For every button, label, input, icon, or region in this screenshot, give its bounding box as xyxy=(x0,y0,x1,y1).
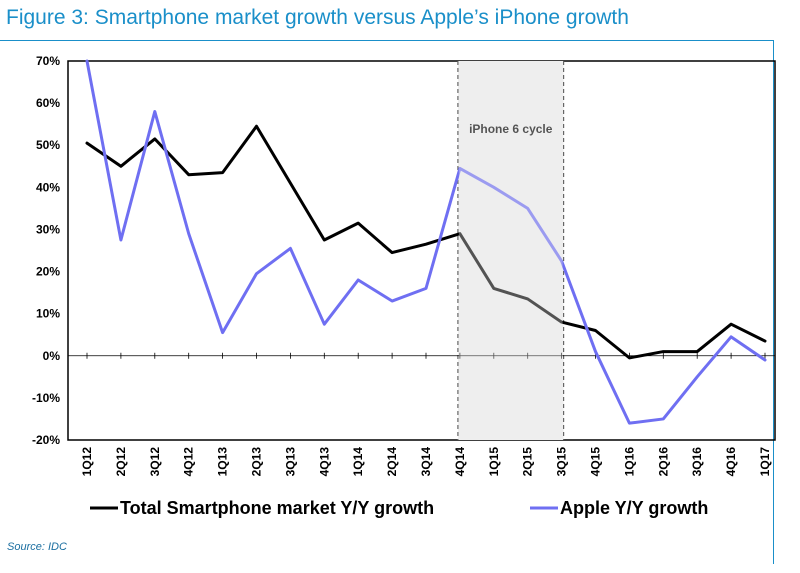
y-tick-label: 30% xyxy=(36,222,60,236)
plot-area xyxy=(67,60,776,441)
x-tick-label: 4Q15 xyxy=(589,447,603,477)
y-tick-label: 20% xyxy=(36,265,60,279)
legend: Total Smartphone market Y/Y growth Apple … xyxy=(90,498,708,518)
x-tick-label: 1Q14 xyxy=(351,447,365,477)
y-tick-label: 0% xyxy=(43,349,61,363)
legend-label-apple: Apple Y/Y growth xyxy=(560,498,708,518)
shaded-region-label: iPhone 6 cycle xyxy=(469,122,553,136)
x-tick-label: 3Q12 xyxy=(148,447,162,477)
y-tick-label: -20% xyxy=(32,433,60,447)
y-tick-label: 70% xyxy=(36,54,60,68)
series-line-total-market xyxy=(85,124,767,360)
x-tick-label: 3Q13 xyxy=(283,447,297,477)
x-tick-label: 1Q13 xyxy=(216,447,230,477)
x-tick-label: 4Q12 xyxy=(182,447,196,477)
x-tick-label: 2Q15 xyxy=(521,447,535,477)
x-tick-label: 4Q13 xyxy=(317,447,331,477)
x-tick-label: 1Q16 xyxy=(622,447,636,477)
x-tick-label: 1Q15 xyxy=(487,447,501,477)
title-rule xyxy=(0,40,774,41)
shaded-region xyxy=(457,61,564,440)
x-tick-label: 1Q17 xyxy=(758,447,772,477)
x-tick-label: 3Q15 xyxy=(555,447,569,477)
overlay-layer xyxy=(458,62,563,439)
frame-right-rule xyxy=(773,40,774,564)
axis-layer: -20% -10% 0% 10% 20% 30% 40% 50% 60% 70% 1Q12 2Q12 3… xyxy=(32,54,775,476)
y-tick-label: -10% xyxy=(32,391,60,405)
y-tick-label: 40% xyxy=(36,180,60,194)
x-tick-label: 3Q14 xyxy=(419,447,433,477)
y-tick-label: 10% xyxy=(36,307,60,321)
x-tick-label: 4Q14 xyxy=(453,447,467,477)
x-tick-label: 3Q16 xyxy=(690,447,704,477)
x-tick-label: 1Q12 xyxy=(80,447,94,477)
y-tick-label: 50% xyxy=(36,138,60,152)
x-tick-label: 2Q16 xyxy=(656,447,670,477)
source-note: Source: IDC xyxy=(7,541,67,553)
series-layer xyxy=(85,59,767,425)
figure-title: Figure 3: Smartphone market growth versu… xyxy=(6,6,629,29)
x-tick-label: 2Q12 xyxy=(114,447,128,477)
legend-label-total-market: Total Smartphone market Y/Y growth xyxy=(120,498,434,518)
x-tick-label: 4Q16 xyxy=(724,447,738,477)
x-tick-label: 2Q14 xyxy=(385,447,399,477)
series-line-apple xyxy=(85,59,767,425)
y-tick-label: 60% xyxy=(36,96,60,110)
shaded-region-layer: iPhone 6 cycle xyxy=(457,61,565,440)
x-tick-label: 2Q13 xyxy=(250,447,264,477)
shaded-region-overlay xyxy=(458,62,563,439)
